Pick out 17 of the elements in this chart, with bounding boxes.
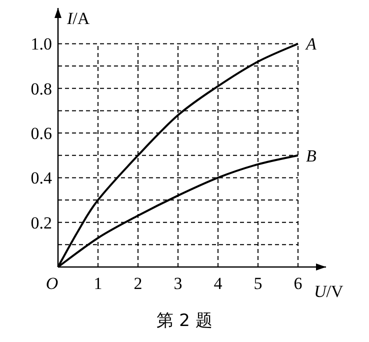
x-tick-label: 3 bbox=[174, 274, 182, 293]
x-axis-title: U/V bbox=[314, 282, 344, 301]
series-label: B bbox=[306, 146, 317, 166]
series-label: A bbox=[305, 34, 317, 54]
x-tick-label: 2 bbox=[134, 274, 142, 293]
y-tick-label: 0.8 bbox=[30, 79, 52, 98]
text: 第 2 题 bbox=[156, 311, 212, 331]
x-tick-label: 6 bbox=[294, 274, 302, 293]
y-tick-label: 1.0 bbox=[30, 34, 52, 54]
y-tick-label: 0.6 bbox=[30, 124, 52, 144]
y-tick-label: 0.2 bbox=[30, 213, 52, 232]
x-tick-label: 1 bbox=[94, 274, 102, 293]
x-tick-label: 4 bbox=[214, 274, 223, 293]
y-axis-title: I/A bbox=[66, 9, 90, 28]
x-tick-label: 5 bbox=[254, 274, 262, 293]
x-tick-label: O bbox=[46, 274, 58, 293]
y-tick-label: 0.4 bbox=[30, 168, 52, 188]
